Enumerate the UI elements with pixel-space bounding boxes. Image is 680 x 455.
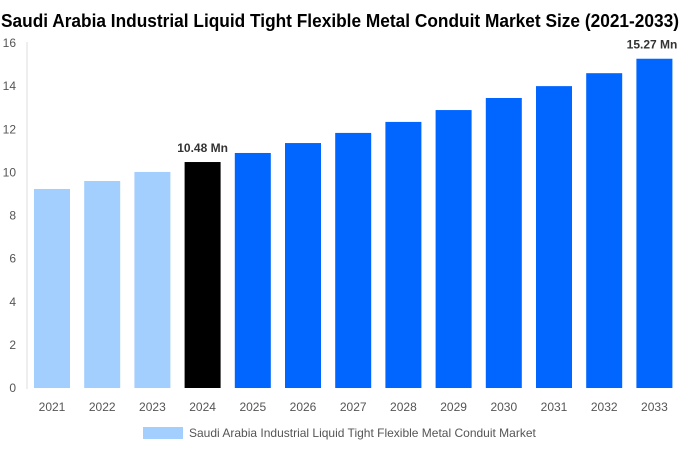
bar-2027 (335, 132, 372, 388)
bar-2030 (485, 97, 522, 388)
x-tick-label: 2022 (89, 400, 116, 414)
bar-2032 (586, 73, 623, 388)
x-tick-label: 2024 (189, 400, 216, 414)
y-tick-label: 10 (3, 165, 17, 179)
y-tick-label: 4 (9, 295, 16, 309)
bar-2023 (134, 171, 171, 388)
y-tick-label: 14 (3, 79, 17, 93)
y-tick-label: 6 (9, 252, 16, 266)
y-tick-label: 2 (9, 338, 16, 352)
legend-label: Saudi Arabia Industrial Liquid Tight Fle… (189, 426, 537, 440)
x-tick-label: 2026 (290, 400, 317, 414)
bar-2021 (34, 188, 70, 388)
x-tick-label: 2027 (340, 400, 367, 414)
x-tick-label: 2033 (641, 400, 668, 414)
bar-2033 (636, 58, 673, 388)
bar-2025 (234, 152, 271, 388)
x-tick-label: 2031 (541, 400, 568, 414)
chart-title: Saudi Arabia Industrial Liquid Tight Fle… (1, 11, 679, 31)
legend: Saudi Arabia Industrial Liquid Tight Fle… (143, 426, 537, 440)
y-tick-label: 16 (3, 36, 17, 50)
data-label: 15.27 Mn (627, 38, 678, 52)
y-tick-label: 0 (9, 381, 16, 395)
bar-2029 (435, 110, 472, 388)
x-tick-label: 2032 (591, 400, 618, 414)
x-tick-label: 2029 (440, 400, 467, 414)
legend-swatch (143, 427, 183, 439)
x-tick-label: 2021 (39, 400, 66, 414)
x-tick-label: 2028 (390, 400, 417, 414)
data-label: 10.48 Mn (177, 141, 228, 155)
bar-2031 (536, 86, 572, 388)
bar-2028 (385, 121, 422, 388)
y-tick-label: 8 (9, 209, 16, 223)
x-tick-label: 2023 (139, 400, 166, 414)
x-tick-label: 2025 (239, 400, 266, 414)
y-tick-label: 12 (3, 122, 17, 136)
bar-2024 (184, 162, 221, 388)
x-tick-label: 2030 (490, 400, 517, 414)
bar-2026 (285, 143, 321, 388)
bar-2022 (84, 181, 121, 388)
